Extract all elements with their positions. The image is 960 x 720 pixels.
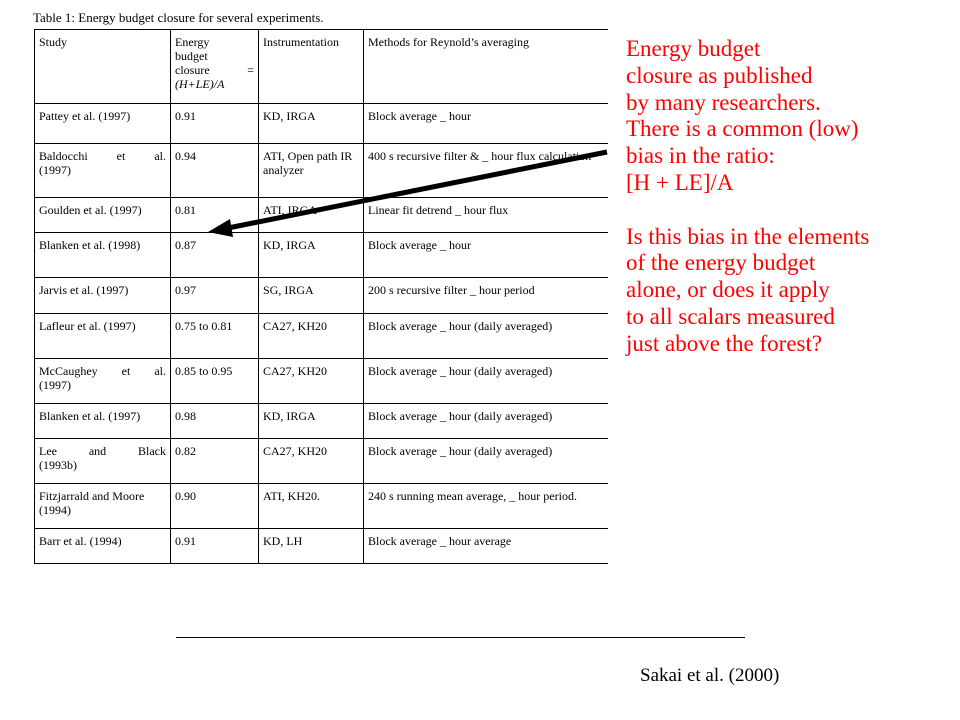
cell-methods: Block average _ hour (daily averaged) (363, 358, 608, 404)
note-line: closure as published (626, 62, 813, 88)
table-row: Blanken et al. (1997) 0.98 KD, IRGA Block a… (34, 403, 608, 439)
cell-instrumentation: CA27, KH20 (258, 358, 364, 404)
cell-methods: 200 s recursive filter _ hour period (363, 277, 608, 314)
cell-instrumentation: KD, LH (258, 528, 364, 564)
table-row: Blanken et al. (1998) 0.87 KD, IRGA Block a… (34, 232, 608, 278)
annotation-note: Energy budget closure as published by ma… (626, 36, 960, 358)
cell-instrumentation: KD, IRGA (258, 403, 364, 439)
table-row: Pattey et al. (1997) 0.91 KD, IRGA Block av… (34, 103, 608, 144)
cell-instrumentation: KD, IRGA (258, 103, 364, 144)
header-closure-formula: (H+LE)/A (175, 77, 225, 91)
cell-methods: Block average _ hour (363, 103, 608, 144)
cell-study: Fitzjarrald and Moore (1994) (34, 483, 171, 529)
cell-study: Goulden et al. (1997) (34, 197, 171, 233)
cell-closure: 0.94 (170, 143, 259, 198)
header-closure-line-3: closure = (175, 63, 254, 77)
header-closure: Energy budget closure = (H+LE)/A (170, 29, 259, 104)
note-line: Is this bias in the elements (626, 223, 870, 249)
note-line: [H + LE]/A (626, 169, 734, 195)
closure-table-container: Study Energy budget closure = (H+LE)/A I… (34, 29, 608, 624)
table-row: Jarvis et al. (1997) 0.97 SG, IRGA 200 s re… (34, 277, 608, 314)
source-citation: Sakai et al. (2000) (640, 665, 780, 686)
header-closure-line-2: budget (175, 49, 208, 63)
cell-study: Baldocchi et al. (1997) (34, 143, 171, 198)
header-closure-word: closure (175, 63, 210, 77)
cell-instrumentation: CA27, KH20 (258, 438, 364, 484)
cell-study: Blanken et al. (1997) (34, 403, 171, 439)
cell-study: Blanken et al. (1998) (34, 232, 171, 278)
table-row: Baldocchi et al. (1997) 0.94 ATI, Open path I… (34, 143, 608, 198)
table-row: Fitzjarrald and Moore (1994) 0.90 ATI, KH2… (34, 483, 608, 529)
cell-closure: 0.85 to 0.95 (170, 358, 259, 404)
cell-closure: 0.97 (170, 277, 259, 314)
cell-study: McCaughey et al. (1997) (34, 358, 171, 404)
cell-study: Lee and Black (1993b) (34, 438, 171, 484)
cell-closure: 0.82 (170, 438, 259, 484)
cell-methods: Block average _ hour (363, 232, 608, 278)
note-line: There is a common (low) (626, 116, 859, 142)
note-line: Energy budget (626, 36, 761, 61)
closure-table: Study Energy budget closure = (H+LE)/A I… (34, 29, 608, 564)
table-row: Lee and Black (1993b) 0.82 CA27, KH20 Block av… (34, 438, 608, 484)
cell-instrumentation: KD, IRGA (258, 232, 364, 278)
cell-study: Barr et al. (1994) (34, 528, 171, 564)
note-line: to all scalars measured (626, 303, 835, 329)
cell-study: Jarvis et al. (1997) (34, 277, 171, 314)
header-instrumentation: Instrumentation (258, 29, 364, 104)
cell-methods: Linear fit detrend _ hour flux (363, 197, 608, 233)
cell-methods: Block average _ hour (daily averaged) (363, 403, 608, 439)
table-row: Lafleur et al. (1997) 0.75 to 0.81 CA27, K… (34, 313, 608, 359)
header-study: Study (34, 29, 171, 104)
cell-study: Lafleur et al. (1997) (34, 313, 171, 359)
cell-closure: 0.75 to 0.81 (170, 313, 259, 359)
note-line: of the energy budget (626, 250, 816, 276)
cell-methods: Block average _ hour average (363, 528, 608, 564)
cell-instrumentation: ATI, Open path IR analyzer (258, 143, 364, 198)
footnote-rule (176, 637, 745, 638)
table-row: Barr et al. (1994) 0.91 KD, LH Block averag… (34, 528, 608, 564)
header-closure-line-1: Energy (175, 35, 210, 49)
cell-study: Pattey et al. (1997) (34, 103, 171, 144)
table-header-row: Study Energy budget closure = (H+LE)/A I… (34, 29, 608, 104)
header-closure-eq: = (247, 63, 254, 77)
header-methods: Methods for Reynold’s averaging (363, 29, 608, 104)
cell-methods: Block average _ hour (daily averaged) (363, 438, 608, 484)
cell-methods: 240 s running mean average, _ hour perio… (363, 483, 608, 529)
table-row: McCaughey et al. (1997) 0.85 to 0.95 CA27, KH… (34, 358, 608, 404)
table-caption: Table 1: Energy budget closure for sever… (33, 10, 324, 25)
cell-instrumentation: ATI, KH20. (258, 483, 364, 529)
note-line: alone, or does it apply (626, 277, 830, 303)
cell-closure: 0.90 (170, 483, 259, 529)
cell-closure: 0.91 (170, 103, 259, 144)
table-row: Goulden et al. (1997) 0.81 ATI, IRGA Linear… (34, 197, 608, 233)
note-line: bias in the ratio: (626, 143, 775, 169)
cell-closure: 0.87 (170, 232, 259, 278)
note-line: just above the forest? (626, 330, 823, 356)
cell-instrumentation: ATI, IRGA (258, 197, 364, 233)
cell-closure: 0.98 (170, 403, 259, 439)
note-line (626, 197, 960, 224)
cell-methods: Block average _ hour (daily averaged) (363, 313, 608, 359)
cell-closure: 0.91 (170, 528, 259, 564)
note-line: by many researchers. (626, 89, 821, 115)
cell-closure: 0.81 (170, 197, 259, 233)
cell-methods: 400 s recursive filter & _ hour flux cal… (363, 143, 608, 198)
cell-instrumentation: SG, IRGA (258, 277, 364, 314)
cell-instrumentation: CA27, KH20 (258, 313, 364, 359)
